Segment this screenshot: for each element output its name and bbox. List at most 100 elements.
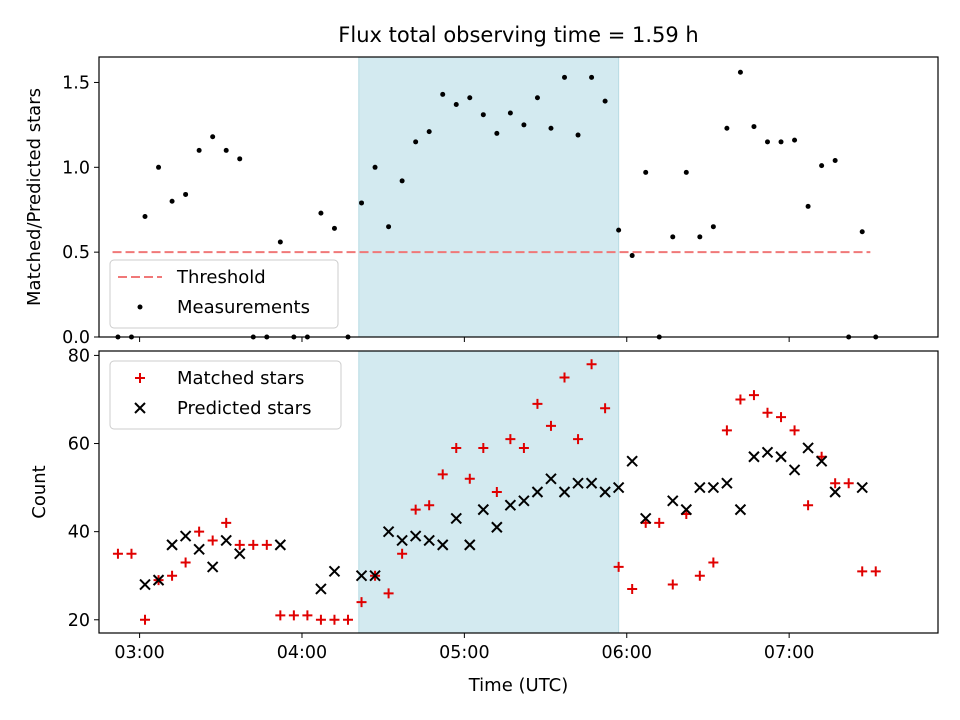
predicted-star-point: [626, 455, 638, 467]
predicted-star-point: [518, 495, 530, 507]
predicted-star-point: [464, 539, 476, 551]
count-panel: 20 40 60 80 03:00 04:00 05:00 06:00 07:00 Count Ti…: [29, 346, 939, 696]
measurement-point: [480, 112, 486, 118]
measurement-point: [318, 210, 324, 216]
matched-star-point: [830, 478, 841, 489]
legend-label: Matched stars: [177, 368, 304, 389]
predicted-star-point: [545, 473, 557, 485]
matched-star-point: [112, 548, 123, 559]
matched-star-point: [518, 442, 529, 453]
matched-star-point: [140, 614, 151, 625]
matched-star-point: [315, 614, 326, 625]
y-axis-label: Matched/Predicted stars: [24, 88, 45, 306]
measurement-point: [562, 74, 568, 80]
y-tick-label: 0.0: [62, 328, 90, 348]
matched-star-point: [803, 500, 814, 511]
y-tick-label: 0.5: [62, 243, 90, 263]
measurement-point: [440, 91, 446, 97]
matched-star-point: [275, 610, 286, 621]
matched-star-point: [532, 398, 543, 409]
legend-label: Threshold: [176, 267, 266, 288]
measurement-point: [589, 74, 595, 80]
matched-star-point: [573, 434, 584, 445]
matched-star-point: [870, 566, 881, 577]
axes-frame: [98, 350, 939, 634]
predicted-star-point: [788, 464, 801, 476]
series-measurements: [115, 69, 879, 340]
legend-predicted-swatch: [134, 402, 146, 414]
matched-star-point: [167, 570, 178, 581]
ratio-panel: 0.0 0.5 1.0 1.5 Matched/Predicted stars Thres…: [24, 56, 939, 348]
predicted-star-point: [572, 477, 584, 489]
measurement-point: [156, 164, 162, 170]
matched-star-point: [776, 412, 787, 423]
measurement-point: [521, 122, 527, 128]
matched-star-point: [491, 487, 502, 497]
y-tick-label: 80: [68, 346, 90, 366]
legend-matched-swatch: [135, 373, 145, 383]
series-matched-stars: [112, 359, 881, 625]
matched-star-point: [302, 610, 313, 621]
matched-star-point: [194, 526, 205, 537]
predicted-star-point: [734, 503, 747, 516]
measurement-point: [534, 95, 540, 101]
measurement-point: [507, 110, 513, 116]
matched-star-point: [329, 614, 340, 625]
matched-star-point: [613, 561, 624, 572]
measurement-point: [494, 130, 500, 136]
legend-measurement-swatch: [137, 304, 143, 310]
matched-star-point: [505, 434, 516, 445]
predicted-star-point: [815, 455, 828, 467]
matched-star-point: [762, 407, 773, 418]
predicted-star-point: [504, 499, 517, 511]
predicted-star-point: [558, 486, 571, 498]
measurement-point: [575, 132, 581, 138]
measurement-point: [210, 134, 216, 140]
matched-star-point: [261, 539, 272, 550]
matched-star-point: [342, 614, 353, 625]
legend-label: Measurements: [177, 297, 310, 318]
measurement-point: [819, 163, 825, 169]
matched-star-point: [424, 500, 435, 511]
predicted-star-point: [531, 486, 544, 498]
predicted-star-point: [761, 446, 774, 459]
measurement-point: [751, 124, 757, 130]
measurement-point: [832, 158, 838, 164]
legend-box: [109, 360, 342, 430]
predicted-star-point: [355, 570, 368, 582]
predicted-star-point: [667, 495, 679, 507]
matched-star-point: [464, 473, 475, 484]
predicted-star-point: [775, 451, 787, 463]
predicted-star-point: [274, 539, 287, 551]
predicted-star-point: [748, 451, 760, 463]
matched-star-point: [600, 403, 611, 414]
matched-star-point: [708, 557, 719, 568]
measurement-point: [399, 178, 405, 184]
axes-frame: [98, 56, 939, 338]
legend-label: Predicted stars: [177, 398, 311, 419]
predicted-star-point: [139, 578, 151, 591]
measurement-point: [183, 191, 189, 197]
predicted-star-point: [396, 534, 408, 547]
predicted-star-point: [829, 486, 841, 498]
highlight-band: [358, 56, 620, 338]
predicted-star-point: [166, 539, 178, 551]
predicted-star-point: [152, 574, 165, 586]
y-tick-label: 1.0: [62, 158, 90, 178]
matched-star-point: [789, 425, 800, 436]
measurement-point: [859, 229, 865, 235]
predicted-star-point: [220, 534, 232, 547]
y-axis-label: Count: [29, 465, 50, 518]
series-predicted-stars: [139, 442, 868, 595]
measurement-point: [359, 200, 365, 206]
measurement-point: [710, 224, 716, 230]
measurement-point: [683, 169, 689, 175]
measurement-point: [616, 227, 622, 233]
measurement-point: [629, 253, 635, 259]
matched-star-point: [843, 478, 854, 489]
matched-star-point: [207, 535, 218, 546]
measurement-point: [548, 125, 554, 131]
measurement-point: [467, 95, 473, 101]
measurement-point: [331, 225, 337, 231]
measurement-point: [778, 139, 784, 145]
